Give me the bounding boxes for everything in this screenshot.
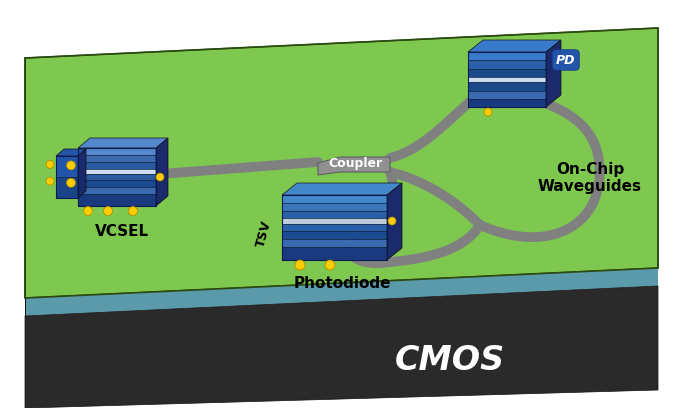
Text: On-Chip
Waveguides: On-Chip Waveguides [538, 162, 642, 194]
Polygon shape [468, 91, 546, 99]
Polygon shape [282, 218, 387, 224]
Polygon shape [468, 60, 546, 69]
Polygon shape [468, 69, 546, 77]
Text: Coupler: Coupler [328, 157, 382, 171]
Polygon shape [156, 138, 168, 206]
Polygon shape [468, 40, 561, 52]
Polygon shape [25, 268, 658, 316]
Polygon shape [78, 173, 156, 180]
Circle shape [325, 260, 335, 270]
Polygon shape [318, 157, 390, 175]
Circle shape [46, 177, 54, 185]
Polygon shape [78, 149, 86, 198]
Polygon shape [25, 286, 658, 408]
Polygon shape [56, 156, 78, 177]
Circle shape [83, 206, 92, 215]
Polygon shape [282, 231, 387, 239]
Circle shape [66, 178, 75, 187]
Polygon shape [468, 82, 546, 91]
Polygon shape [282, 224, 387, 231]
Polygon shape [78, 180, 156, 187]
Polygon shape [282, 195, 387, 203]
Polygon shape [282, 247, 387, 260]
Text: VCSEL: VCSEL [95, 224, 149, 239]
Circle shape [484, 108, 492, 116]
Polygon shape [78, 187, 156, 194]
Polygon shape [282, 239, 387, 247]
Polygon shape [282, 203, 387, 211]
Circle shape [295, 260, 305, 270]
Polygon shape [78, 169, 156, 173]
Circle shape [66, 161, 75, 170]
Polygon shape [56, 177, 78, 198]
Circle shape [104, 206, 112, 215]
Text: PD: PD [556, 53, 575, 67]
Polygon shape [468, 52, 546, 60]
Text: Photodiode: Photodiode [294, 276, 391, 291]
Polygon shape [78, 155, 156, 162]
Polygon shape [387, 183, 402, 260]
Polygon shape [468, 77, 546, 82]
Circle shape [388, 217, 396, 225]
Polygon shape [25, 28, 658, 298]
Circle shape [128, 206, 137, 215]
Polygon shape [78, 162, 156, 169]
Circle shape [156, 173, 164, 181]
Circle shape [46, 160, 54, 169]
Polygon shape [78, 138, 168, 148]
Polygon shape [546, 40, 561, 107]
Polygon shape [282, 183, 402, 195]
Polygon shape [56, 149, 86, 156]
Text: TSV: TSV [254, 219, 274, 249]
Polygon shape [78, 194, 156, 206]
Polygon shape [78, 148, 156, 155]
Polygon shape [468, 99, 546, 107]
Polygon shape [282, 211, 387, 218]
Text: CMOS: CMOS [395, 344, 505, 377]
